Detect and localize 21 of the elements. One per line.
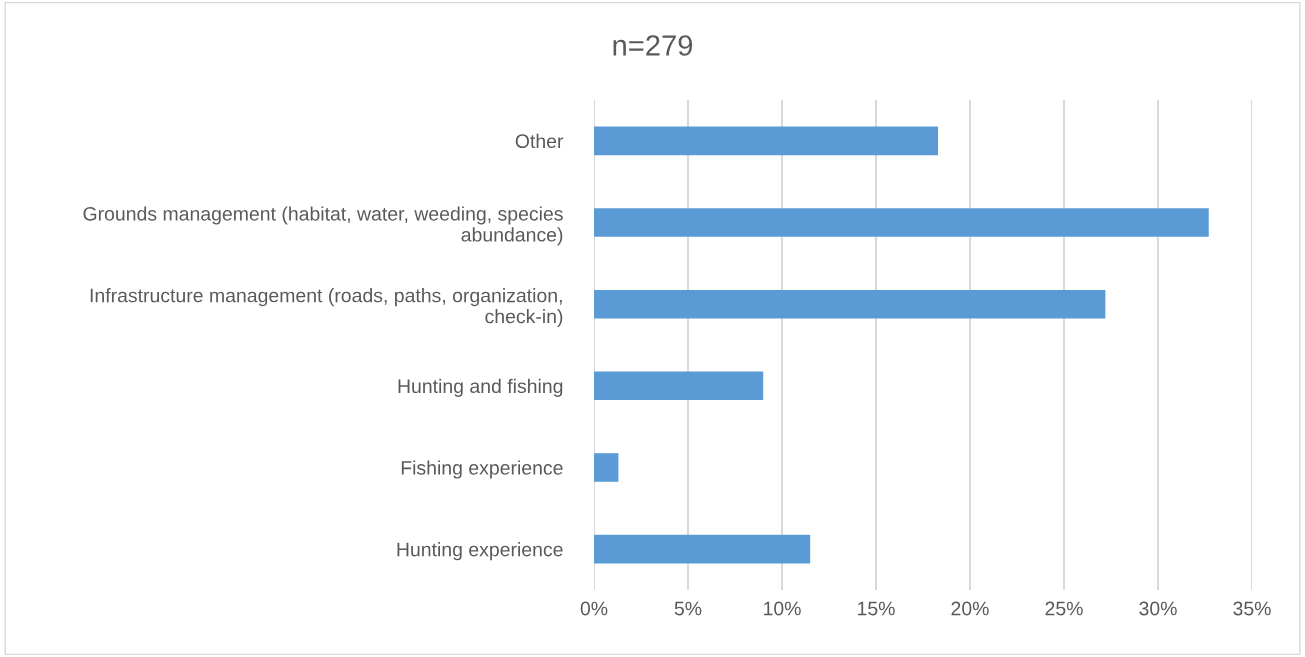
chart-title: n=279 (613, 35, 693, 56)
bar (594, 289, 1106, 319)
x-tick-label: 10% (764, 601, 801, 616)
x-tick-label: 25% (1045, 601, 1083, 616)
x-tick-label: 15% (858, 601, 895, 616)
x-tick-label: 0% (580, 601, 608, 616)
y-tick-label: Fishing experience (401, 460, 563, 479)
x-tick-label: 5% (674, 601, 702, 616)
bar (594, 208, 1209, 237)
bar (594, 453, 619, 482)
bar (594, 534, 811, 564)
x-tick-label: 30% (1139, 601, 1177, 616)
bar (594, 126, 939, 156)
y-tick-label: Hunting and fishing (398, 378, 563, 397)
y-tick-label: Hunting experience (397, 542, 563, 561)
bar (594, 371, 764, 401)
x-tick-label: 35% (1233, 601, 1271, 616)
y-tick-label: Infrastructure management (roads, paths, organization, check-in) (90, 288, 563, 328)
x-tick-label: 20% (951, 601, 989, 616)
y-tick-label: Grounds management (habitat, water, weeding, species abundance) (83, 206, 563, 246)
y-tick-label: Other (515, 133, 564, 149)
